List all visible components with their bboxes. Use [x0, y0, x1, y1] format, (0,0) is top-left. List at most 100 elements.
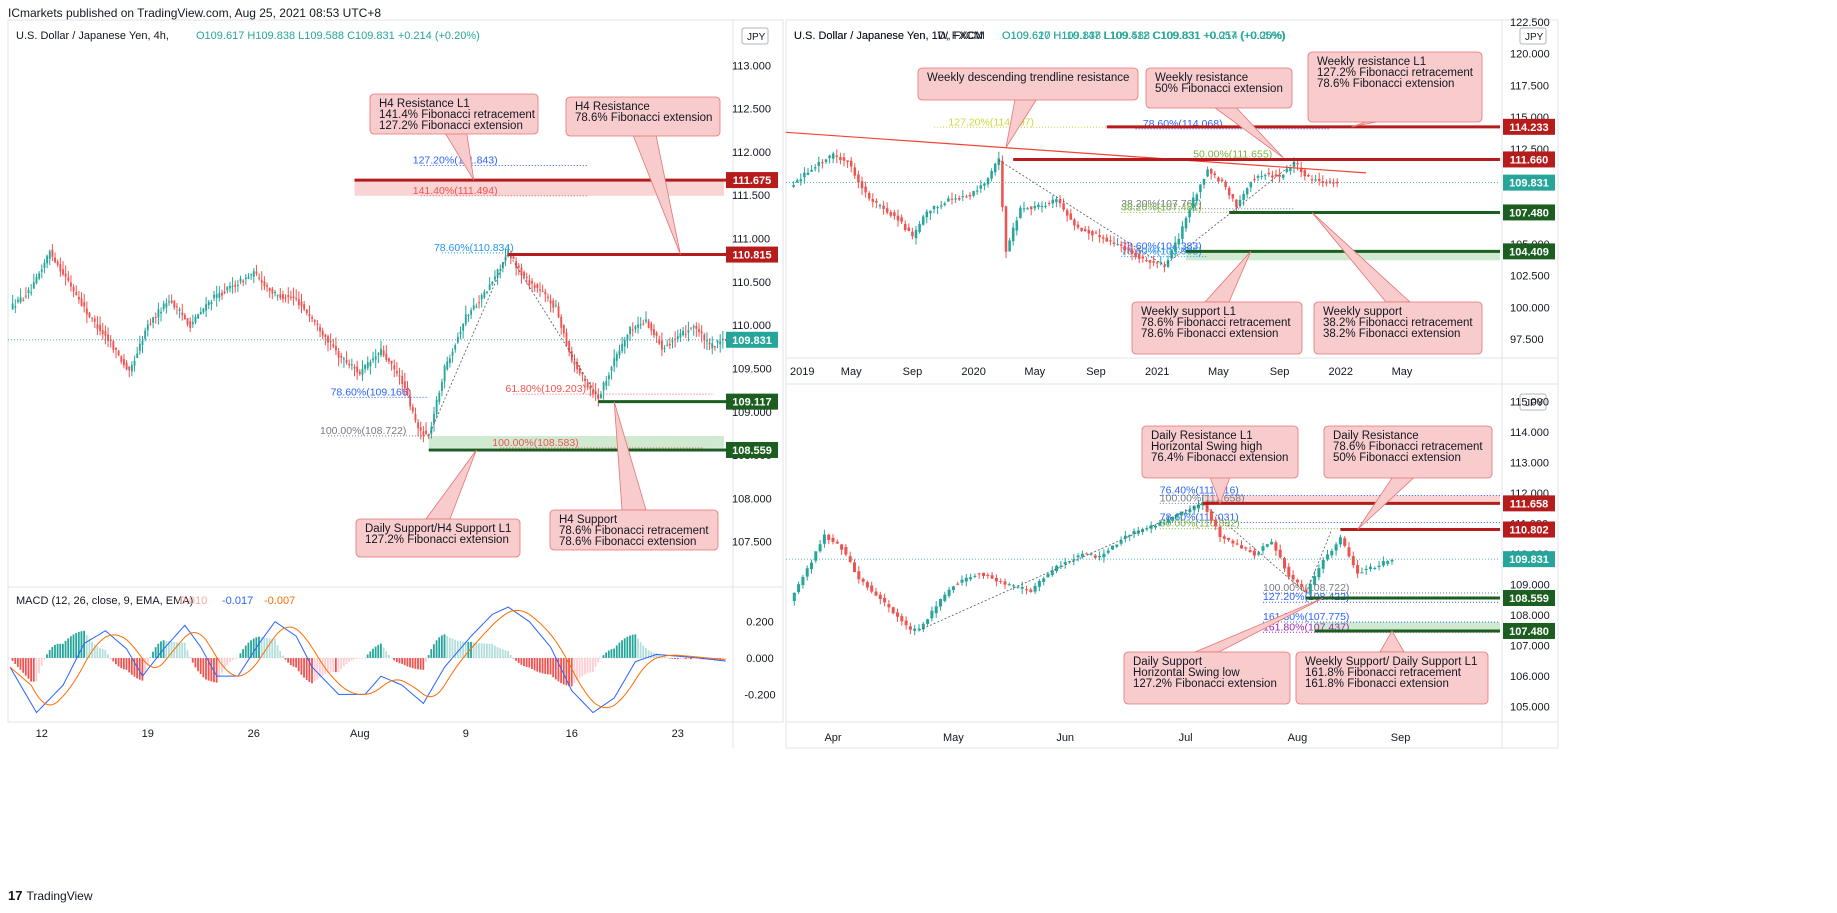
macd-histogram-bar — [398, 658, 401, 664]
candle-body — [1303, 170, 1307, 177]
candle-body — [1134, 253, 1137, 258]
macd-histogram-bar — [350, 658, 353, 661]
callout-box — [565, 96, 721, 137]
macd-histogram-bar — [226, 658, 229, 666]
candle-body — [874, 591, 878, 596]
macd-histogram-bar — [342, 658, 345, 667]
candle-body — [605, 381, 608, 386]
macd-histogram-bar — [666, 657, 668, 659]
candle-body — [1047, 203, 1051, 205]
macd-histogram-bar — [658, 654, 661, 658]
candle-body — [1202, 178, 1206, 185]
macd-histogram-bar — [133, 658, 136, 677]
resistance-level-tag[interactable]: 111.675 — [726, 172, 778, 189]
candle-body — [1356, 565, 1360, 574]
macd-histogram-bar — [695, 658, 698, 660]
macd-histogram-bar — [112, 658, 115, 662]
fib-label: 100.00%(108.583) — [492, 437, 578, 449]
support-level-tag[interactable]: 107.480 — [1503, 622, 1555, 639]
candle-body — [1119, 540, 1123, 544]
macd-indicator[interactable]: MACD (12, 26, close, 9, EMA, EMA)-0.010 -… — [8, 595, 776, 714]
chart-title: U.S. Dollar / Japanese Yen, 1D, FXCM — [794, 30, 983, 42]
price-zone — [1186, 251, 1500, 261]
support-level-tag[interactable]: 108.559 — [726, 441, 778, 458]
macd-histogram-bar — [592, 658, 594, 673]
candle-body — [271, 288, 274, 294]
y-tick-label: 107.500 — [732, 537, 772, 549]
macd-histogram-bar — [682, 658, 684, 660]
callout-box — [1323, 425, 1493, 479]
candle-body — [1373, 567, 1377, 569]
callout-box — [1131, 301, 1303, 355]
footer-brand[interactable]: 17 TradingView — [8, 888, 93, 903]
candle-body — [642, 323, 645, 325]
level-tag-text: 107.480 — [1509, 626, 1549, 638]
candle-body — [828, 155, 831, 159]
currency-badge-box — [1519, 393, 1547, 411]
candle-body — [1080, 553, 1084, 557]
candle-body — [1242, 194, 1245, 200]
macd-histogram-bar — [353, 658, 356, 660]
macd-histogram-bar — [467, 641, 470, 658]
macd-histogram-bar — [295, 658, 297, 668]
level-tag-text: 108.559 — [1509, 593, 1549, 605]
candle-body — [1050, 570, 1054, 575]
resistance-level-tag[interactable]: 110.815 — [726, 246, 778, 263]
chart-w1[interactable]: U.S. Dollar / Japanese Yen, 1W, FXCM O109… — [785, 17, 1555, 378]
descending-trendline[interactable] — [785, 131, 1367, 174]
resistance-level-tag[interactable]: 111.658 — [1503, 495, 1555, 512]
macd-histogram-bar — [244, 645, 247, 658]
macd-histogram-bar — [602, 655, 605, 658]
macd-histogram-bar — [464, 641, 467, 658]
candle-body — [565, 332, 568, 346]
y-tick-label: 109.000 — [732, 407, 772, 419]
currency-badge[interactable]: JPY — [1519, 393, 1547, 411]
candle-body — [853, 167, 857, 176]
fib-label: 38.20%(107.767) — [1121, 198, 1202, 210]
macd-histogram-bar — [141, 658, 144, 681]
candle-body — [1109, 240, 1112, 242]
support-level-tag[interactable]: 108.559 — [1503, 590, 1555, 607]
support-level-tag[interactable]: 104.409 — [1503, 243, 1555, 260]
resistance-level-tag[interactable]: 114.233 — [1503, 118, 1555, 135]
resistance-level-tag[interactable]: 110.802 — [1503, 521, 1555, 538]
macd-histogram-bar — [14, 658, 17, 664]
candle-body — [104, 331, 107, 336]
callout-w-desc-trend[interactable]: Weekly descending trendline resistance — [917, 67, 1139, 148]
candle-body — [1287, 566, 1291, 577]
candle-body — [1171, 516, 1175, 521]
macd-histogram-bar — [215, 658, 218, 683]
chart-h4[interactable]: U.S. Dollar / Japanese Yen, 4h, O109.617 … — [8, 27, 778, 740]
candle-body — [43, 262, 46, 268]
macd-histogram-bar — [16, 658, 19, 667]
candle-body — [480, 295, 483, 300]
currency-badge[interactable]: JPY — [741, 27, 769, 45]
y-tick-label: 97.500 — [1510, 334, 1544, 346]
y-tick-label: 122.500 — [1510, 17, 1550, 29]
resistance-level-tag[interactable]: 111.660 — [1503, 151, 1555, 168]
support-level-tag[interactable]: 107.480 — [1503, 204, 1555, 221]
chart-d1[interactable]: U.S. Dollar / Japanese Yen, 1D, FXCM O109… — [786, 30, 1555, 744]
candle-body — [191, 322, 194, 325]
x-tick-label: 9 — [463, 728, 469, 740]
support-level-tag[interactable]: 109.117 — [726, 393, 778, 410]
candle-body — [441, 382, 443, 391]
candle-body — [199, 312, 202, 314]
candle-body — [266, 285, 268, 287]
candle-body — [568, 340, 571, 352]
y-tick-label: 108.000 — [1510, 610, 1550, 622]
currency-badge[interactable]: JPY — [1519, 27, 1547, 45]
